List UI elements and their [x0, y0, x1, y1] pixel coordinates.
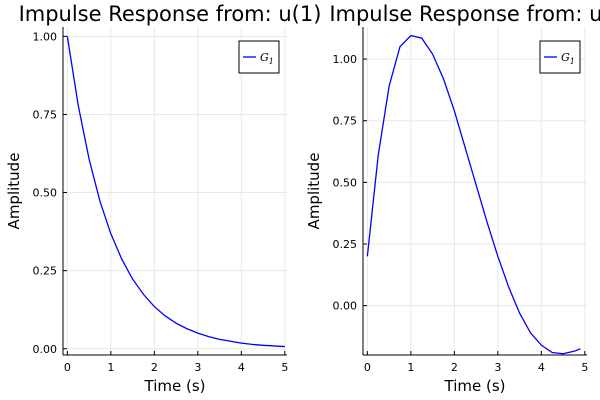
y-tick-label: 0.50: [33, 187, 58, 200]
y-tick-label: 0.75: [333, 115, 358, 128]
legend: G1: [539, 40, 581, 74]
x-axis-label: Time (s): [144, 377, 206, 395]
chart-panel-left: 0 1 2 3 4 5 0.00 0.25 0.50 0.75 1.00 Impulse Respon…: [5, 2, 321, 395]
x-tick-label: 0: [64, 361, 71, 374]
y-tick-label: 0.50: [333, 176, 358, 189]
y-tick-label: 1.00: [33, 30, 58, 43]
y-tick-label: 0.00: [33, 343, 58, 356]
legend-label: G1: [561, 51, 575, 66]
chart-panel-right: 0 1 2 3 4 5 0.00 0.25 0.50 0.75 1.00 Impulse Respon…: [305, 2, 600, 395]
x-tick-label: 4: [238, 361, 245, 374]
y-tick-label: 0.75: [33, 108, 58, 121]
x-tick-label: 2: [451, 361, 458, 374]
series-line-g1: [66, 36, 285, 348]
x-tick-label: 1: [107, 361, 114, 374]
y-tick-label: 0.00: [333, 300, 358, 313]
y-tick-label: 0.25: [333, 238, 358, 251]
chart-title: Impulse Response from: u(1): [19, 2, 322, 26]
chart-title: Impulse Response from: u(: [329, 2, 600, 26]
x-tick-label: 0: [364, 361, 371, 374]
x-tick-label: 2: [151, 361, 158, 374]
x-tick-label: 3: [494, 361, 501, 374]
y-axis-label: Amplitude: [305, 153, 323, 230]
x-tick-label: 4: [538, 361, 545, 374]
y-tick-label: 0.25: [33, 265, 58, 278]
y-axis-label: Amplitude: [5, 153, 23, 230]
x-tick-label: 3: [194, 361, 201, 374]
series-line-g1: [366, 34, 581, 355]
x-tick-label: 5: [281, 361, 288, 374]
x-tick-label: 1: [407, 361, 414, 374]
legend: G1: [238, 40, 280, 74]
legend-label: G1: [260, 51, 274, 66]
x-axis-label: Time (s): [444, 377, 506, 395]
y-tick-label: 1.00: [333, 53, 358, 66]
x-tick-label: 5: [581, 361, 588, 374]
